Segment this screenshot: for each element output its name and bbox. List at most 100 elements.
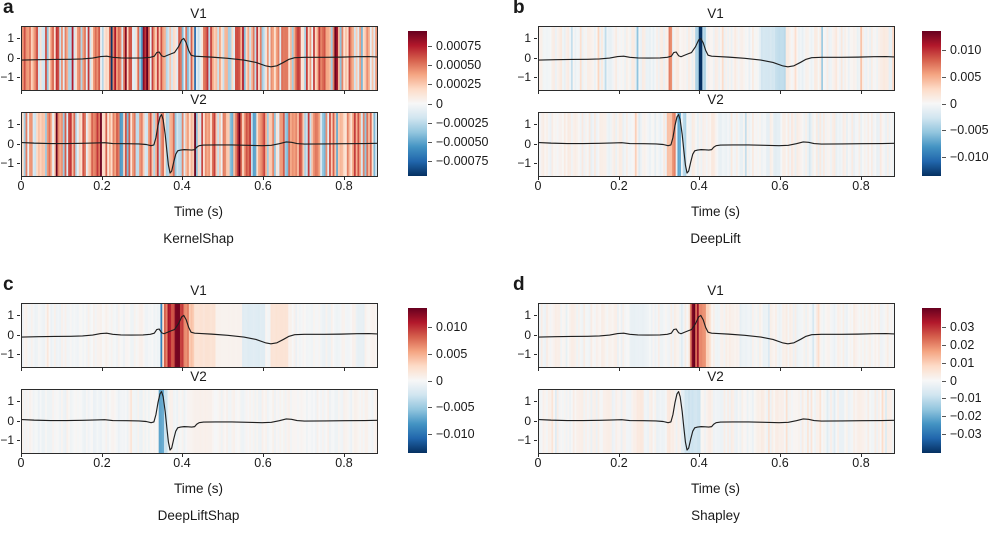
panel-deeplift: b V1 V2 Time (s) DeepLift 0.010 0.005 0 −0.… [500,0,1000,258]
heatmap-plot-v2 [538,112,895,177]
y-tick-label: 0 [7,51,14,65]
y-tick-label: 1 [7,117,14,131]
x-tick-mark [21,91,22,94]
subplot-title-v2: V2 [707,92,724,107]
y-tick-label: −1 [0,433,14,447]
colorbar-gradient [408,308,427,453]
y-tick-mark [534,354,537,355]
y-tick-label: 0 [7,137,14,151]
y-tick-mark [17,38,20,39]
colorbar-tick-label: −0.010 [950,150,989,164]
x-axis-label: Time (s) [691,204,740,219]
x-tick-label: 0.6 [771,456,789,470]
y-tick-mark [534,144,537,145]
colorbar-tick-mark [942,416,946,417]
colorbar: 0.00075 0.00050 0.00025 0 −0.00025 −0.00050 −0… [408,31,488,176]
x-tick-mark [263,91,264,94]
colorbar-tick-label: −0.005 [950,123,989,137]
attribution-heatmap-canvas [539,113,894,176]
x-tick-label: 0 [534,456,542,470]
y-tick-label: −1 [517,347,531,361]
colorbar-gradient [922,31,941,176]
panel-shapley: d V1 V2 Time (s) Shapley 0.03 0.02 0.01 0 −0… [500,274,1000,535]
heatmap-plot-v2 [21,112,378,177]
x-tick-label: 0 [534,179,542,193]
attribution-heatmap-canvas [539,27,894,90]
y-tick-mark [17,77,20,78]
x-tick-label: 0.8 [335,179,353,193]
y-tick-mark [534,421,537,422]
heatmap-plot-v1 [538,303,895,368]
x-tick-mark [182,91,183,94]
colorbar-tick-label: 0.010 [436,320,468,334]
x-tick-mark [780,177,781,180]
y-tick-label: 1 [7,31,14,45]
x-tick-label: 0.2 [93,456,111,470]
y-tick-mark [17,440,20,441]
y-tick-label: 1 [7,394,14,408]
y-tick-label: 1 [524,31,531,45]
colorbar-tick-mark [942,130,946,131]
x-tick-mark [619,91,620,94]
panel-letter: a [3,0,14,18]
colorbar-tick-mark [942,381,946,382]
colorbar-tick-label: 0.03 [950,320,975,334]
x-tick-mark [699,177,700,180]
colorbar-tick-mark [428,123,432,124]
x-tick-label: 0.2 [610,456,628,470]
y-tick-label: 0 [524,51,531,65]
colorbar-tick-label: −0.00050 [436,135,489,149]
y-tick-label: −1 [517,70,531,84]
y-tick-mark [534,38,537,39]
x-tick-mark [263,454,264,457]
x-tick-mark [861,454,862,457]
subplot-title-v1: V1 [190,283,207,298]
x-tick-mark [344,368,345,371]
x-tick-label: 0.4 [173,179,191,193]
y-tick-mark [534,401,537,402]
colorbar-tick-mark [942,398,946,399]
x-tick-mark [538,368,539,371]
x-axis-label: Time (s) [174,204,223,219]
x-tick-mark [102,91,103,94]
x-tick-mark [619,368,620,371]
subplot-title-v1: V1 [707,6,724,21]
panel-letter: b [513,0,525,18]
y-tick-label: 0 [7,414,14,428]
y-tick-mark [534,58,537,59]
y-tick-mark [17,421,20,422]
colorbar-tick-mark [428,327,432,328]
colorbar-tick-label: 0 [950,97,957,111]
heatmap-plot-v2 [538,389,895,454]
y-tick-mark [17,315,20,316]
colorbar-tick-label: 0.01 [950,356,975,370]
attribution-heatmap-canvas [22,27,377,90]
heatmap-plot-v1 [21,303,378,368]
x-tick-mark [263,368,264,371]
x-tick-mark [182,454,183,457]
attribution-heatmap-canvas [22,113,377,176]
method-caption: KernelShap [163,231,234,246]
colorbar-tick-mark [428,104,432,105]
x-tick-mark [861,91,862,94]
y-tick-mark [534,335,537,336]
y-tick-mark [17,163,20,164]
x-tick-label: 0 [17,179,25,193]
y-tick-mark [17,124,20,125]
y-tick-mark [534,315,537,316]
y-tick-mark [17,354,20,355]
x-tick-mark [861,368,862,371]
x-tick-mark [538,91,539,94]
colorbar-tick-label: −0.00025 [436,116,489,130]
colorbar-tick-label: 0.00050 [436,58,482,72]
colorbar-tick-label: −0.01 [950,391,982,405]
colorbar-tick-mark [428,46,432,47]
x-tick-mark [619,454,620,457]
colorbar-tick-mark [428,84,432,85]
heatmap-plot-v2 [21,389,378,454]
colorbar-tick-label: 0.00075 [436,39,482,53]
subplot-title-v2: V2 [190,92,207,107]
colorbar-gradient [408,31,427,176]
panel-letter: c [3,274,14,295]
x-tick-mark [780,454,781,457]
